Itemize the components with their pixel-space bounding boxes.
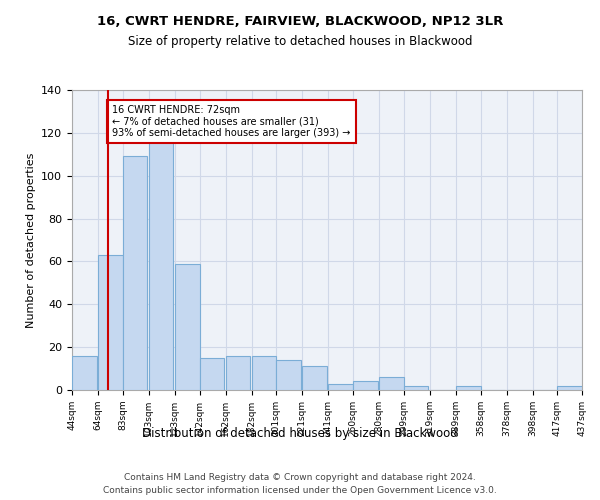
Bar	[98, 255, 123, 390]
Text: Contains HM Land Registry data © Crown copyright and database right 2024.: Contains HM Land Registry data © Crown c…	[124, 472, 476, 482]
Bar	[379, 377, 404, 390]
Text: 16 CWRT HENDRE: 72sqm
← 7% of detached houses are smaller (31)
93% of semi-detac: 16 CWRT HENDRE: 72sqm ← 7% of detached h…	[112, 105, 351, 138]
Bar	[302, 366, 327, 390]
Bar	[149, 142, 173, 390]
Bar	[276, 360, 301, 390]
Text: Size of property relative to detached houses in Blackwood: Size of property relative to detached ho…	[128, 35, 472, 48]
Text: Distribution of detached houses by size in Blackwood: Distribution of detached houses by size …	[142, 428, 458, 440]
Bar	[123, 156, 148, 390]
Bar	[199, 358, 224, 390]
Text: 16, CWRT HENDRE, FAIRVIEW, BLACKWOOD, NP12 3LR: 16, CWRT HENDRE, FAIRVIEW, BLACKWOOD, NP…	[97, 15, 503, 28]
Bar	[251, 356, 276, 390]
Bar	[404, 386, 428, 390]
Bar	[328, 384, 353, 390]
Text: Contains public sector information licensed under the Open Government Licence v3: Contains public sector information licen…	[103, 486, 497, 495]
Bar	[557, 386, 582, 390]
Bar	[226, 356, 250, 390]
Bar	[175, 264, 199, 390]
Bar	[353, 382, 378, 390]
Y-axis label: Number of detached properties: Number of detached properties	[26, 152, 35, 328]
Bar	[456, 386, 481, 390]
Bar	[72, 356, 97, 390]
